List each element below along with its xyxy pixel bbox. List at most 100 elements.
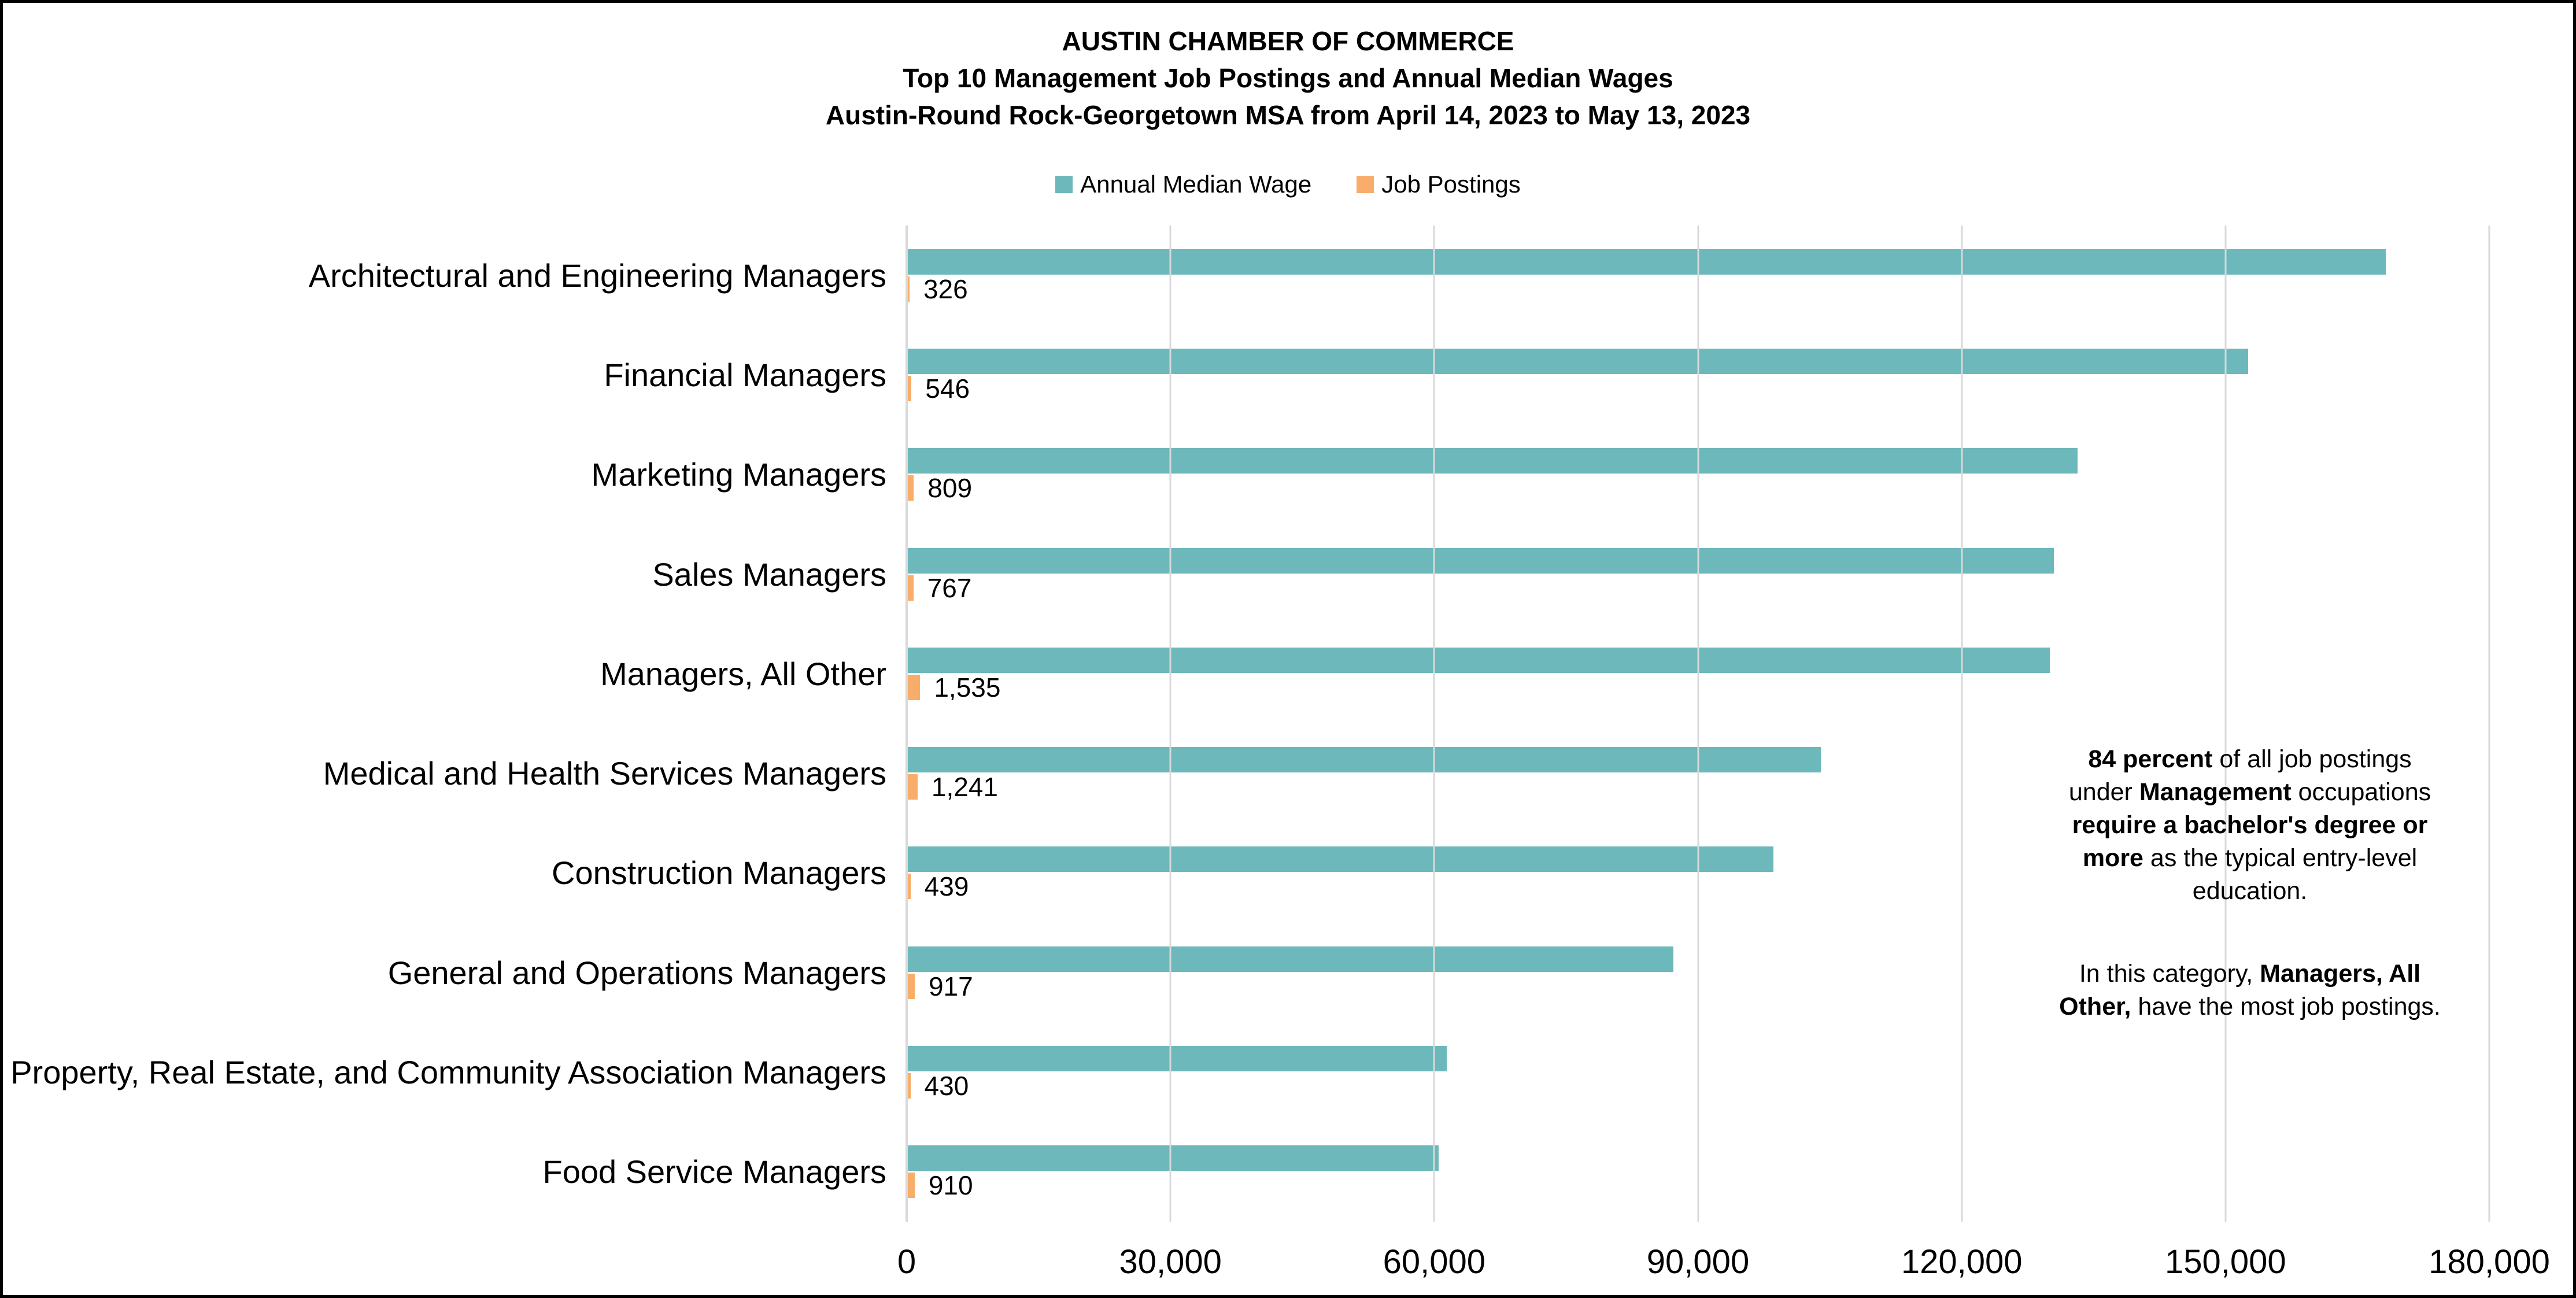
annotation-paragraph: In this category, Managers, All Other, ha… [1990,957,2510,1023]
annotation-text-segment: 84 percent [2088,745,2213,773]
category-axis-labels: Architectural and Engineering Managers Fi… [3,225,886,1222]
gridline [2488,225,2490,1222]
bar-row: 767 [907,524,2489,624]
x-tick-label: 120,000 [1901,1243,2023,1281]
chart-title-line2: Top 10 Management Job Postings and Annua… [903,63,1673,93]
wage-bar [907,348,2249,374]
postings-line: 326 [907,273,2489,304]
postings-data-label: 546 [925,373,970,404]
category-label: General and Operations Managers [387,954,886,991]
postings-data-label: 430 [924,1071,969,1101]
postings-bar [907,973,915,999]
x-axis-tick-labels: 0 30,000 60,000 90,000 120,000 150,000 180,000 [897,1242,2550,1283]
gridline [1961,225,1963,1222]
category-label: Architectural and Engineering Managers [308,257,886,294]
postings-data-label: 809 [927,473,973,504]
annotation-block: 84 percent of all job postings under Mana… [1990,743,2510,1023]
postings-line: 430 [907,1071,2489,1101]
postings-bar [907,874,911,900]
chart-title-line3: Austin-Round Rock-Georgetown MSA from Ap… [825,100,1751,130]
legend-label: Annual Median Wage [1080,171,1312,198]
postings-line: 439 [907,871,2489,901]
category-label: Construction Managers [552,855,886,892]
annotation-text-segment: require a bachelor's degree or [2072,811,2428,839]
bar-row: 917 [907,923,2489,1022]
bar-row: 326 [907,225,2489,325]
x-tick-label: 30,000 [1119,1243,1222,1281]
annotation-text-segment: Other, [2059,993,2131,1020]
postings-line: 917 [907,971,2489,1001]
postings-bar [907,1173,915,1199]
y-axis-line [906,225,908,1222]
postings-data-label: 767 [927,572,972,603]
bar-row: 546 [907,325,2489,424]
chart-legend: Annual Median Wage Job Postings [3,171,2573,198]
postings-bar [907,774,918,800]
category-label: Medical and Health Services Managers [323,755,886,792]
annotation-text-segment: education. [2192,877,2308,905]
annotation-line: require a bachelor's degree or [1990,809,2510,842]
postings-line: 809 [907,473,2489,504]
bar-row: 439 [907,823,2489,923]
postings-bar [907,674,921,700]
category-label: Marketing Managers [591,456,886,493]
bar-row: 910 [907,1122,2489,1222]
postings-bar [907,575,914,601]
wage-bar [907,548,2054,574]
legend-item-annual-median-wage: Annual Median Wage [1055,171,1311,198]
postings-data-label: 917 [928,971,973,1001]
wage-bar [907,846,1774,872]
legend-swatch-icon [1055,176,1073,193]
wage-bar [907,647,2050,673]
x-tick-label: 180,000 [2429,1243,2550,1281]
gridline [1433,225,1435,1222]
x-tick-label: 150,000 [2165,1243,2286,1281]
annotation-text-segment: Managers, All [2260,960,2421,988]
annotation-text-segment: occupations [2291,778,2431,806]
annotation-line: In this category, Managers, All [1990,957,2510,990]
category-label: Managers, All Other [600,655,886,692]
wage-bar [907,1046,1447,1072]
postings-line: 910 [907,1170,2489,1201]
category-label: Sales Managers [652,556,886,593]
category-label: Financial Managers [604,356,886,393]
annotation-text-segment: of all job postings [2212,745,2412,773]
annotation-text-segment: under [2068,778,2139,806]
bar-row: 809 [907,425,2489,524]
chart-title-block: AUSTIN CHAMBER OF COMMERCE Top 10 Manage… [3,23,2573,134]
postings-line: 546 [907,373,2489,404]
postings-data-label: 326 [923,273,968,304]
annotation-line: 84 percent of all job postings [1990,743,2510,776]
postings-line: 767 [907,572,2489,603]
postings-line: 1,535 [907,672,2489,702]
gridline [1697,225,1699,1222]
wage-bar [907,747,1821,773]
legend-item-job-postings: Job Postings [1357,171,1521,198]
annotation-text-segment: more [2082,844,2143,872]
postings-data-label: 910 [928,1170,973,1201]
postings-bar [907,375,912,401]
annotation-line: under Management occupations [1990,776,2510,809]
plot-area: 326 546 809 767 1,535 1,241 439 917 430 910 [906,225,2490,1222]
postings-data-label: 1,241 [931,772,998,803]
annotation-text-segment: have the most job postings. [2131,993,2441,1020]
bar-rows: 326 546 809 767 1,535 1,241 439 917 430 910 [907,225,2489,1222]
chart-title-line1: AUSTIN CHAMBER OF COMMERCE [1062,26,1514,56]
gridline [1169,225,1171,1222]
wage-bar [907,249,2386,275]
annotation-line: more as the typical entry-level [1990,842,2510,875]
wage-bar [907,1145,1439,1171]
annotation-text-segment: as the typical entry-level [2143,844,2418,872]
postings-bar [907,276,910,302]
bar-row: 1,241 [907,723,2489,823]
x-tick-label: 0 [897,1243,916,1281]
wage-bar [907,448,2078,474]
x-tick-label: 60,000 [1383,1243,1486,1281]
postings-bar [907,475,914,501]
x-tick-label: 90,000 [1646,1243,1750,1281]
annotation-text-segment: In this category, [2079,960,2260,988]
postings-data-label: 1,535 [934,672,1001,702]
gridline [2224,225,2227,1222]
annotation-line: Other, have the most job postings. [1990,990,2510,1023]
